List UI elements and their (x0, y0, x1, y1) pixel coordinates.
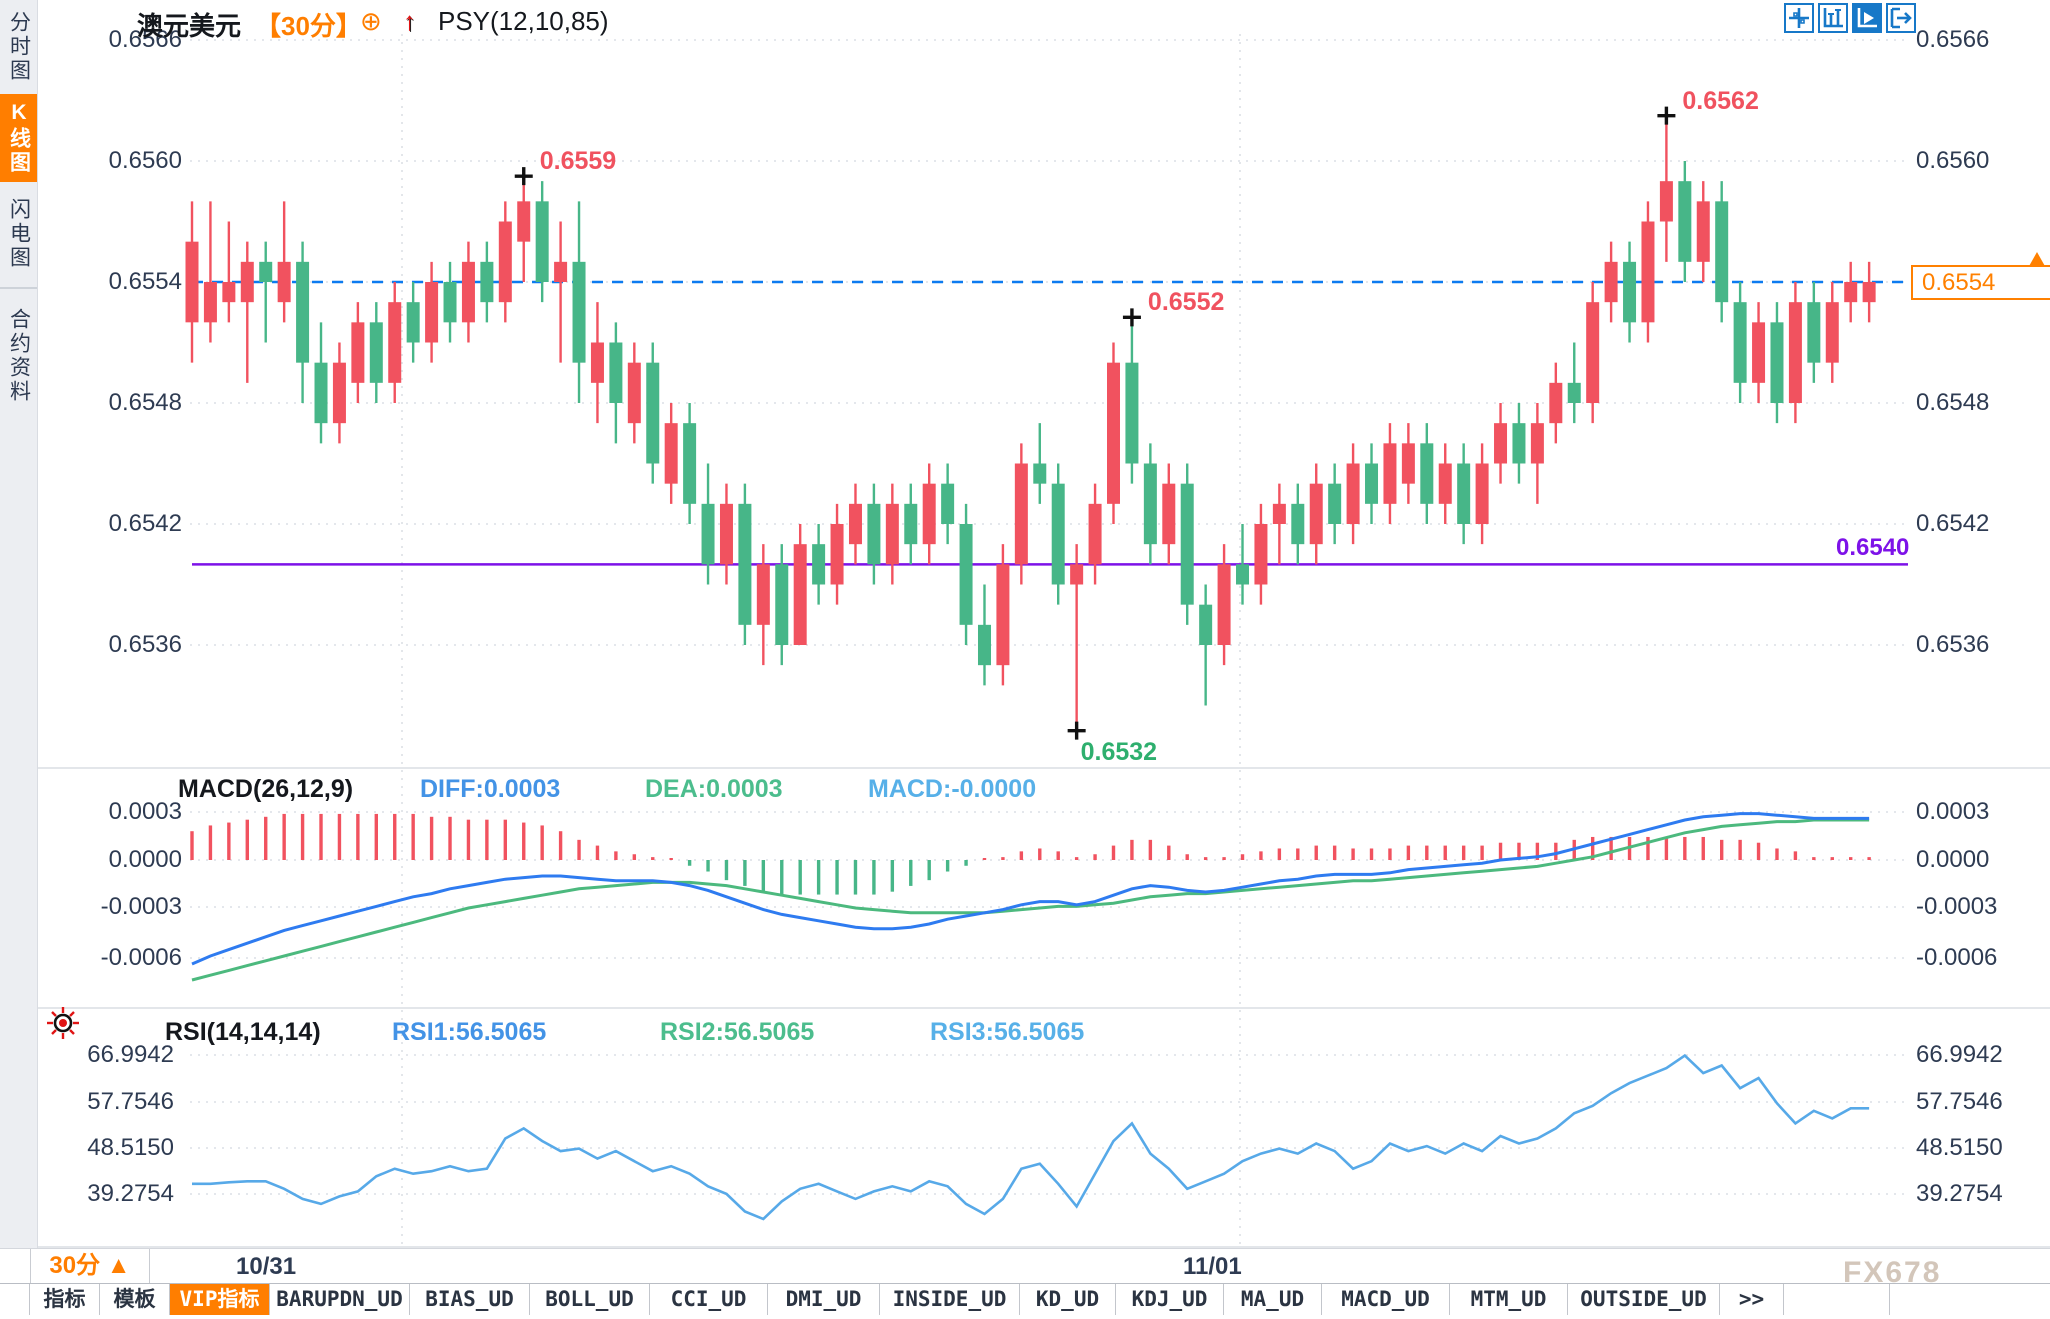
macd-axis-label: 0.0003 (1916, 798, 1990, 825)
bottom-tab-dmiud[interactable]: DMI_UD (768, 1284, 880, 1315)
support-price-label: 0.6540 (1836, 534, 1910, 561)
swing-price-annotation: 0.6532 (1080, 737, 1158, 766)
bottom-tab-spacer (1784, 1284, 1890, 1315)
price-axis-label: 0.6548 (108, 389, 182, 416)
macd-axis-label: -0.0006 (100, 944, 182, 971)
price-axis-label: 0.6560 (108, 147, 182, 174)
rsi3-value: RSI3:56.5065 (930, 1018, 1085, 1046)
date-label-1031: 10/31 (236, 1253, 297, 1280)
swing-price-annotation: 0.6552 (1147, 288, 1225, 317)
bottom-tab-outsideud[interactable]: OUTSIDE_UD (1568, 1284, 1720, 1315)
auto-scroll-icon[interactable] (1852, 3, 1882, 33)
pan-crosshair-icon[interactable] (1784, 3, 1814, 33)
chart-toolbar (1784, 3, 1916, 33)
macd-axis-label: -0.0003 (100, 893, 182, 920)
bottom-tab-kdjud[interactable]: KDJ_UD (1116, 1284, 1224, 1315)
bottom-tab-mtmud[interactable]: MTM_UD (1450, 1284, 1568, 1315)
macd-axis-label: 0.0003 (108, 798, 182, 825)
bottom-tab-vip[interactable]: VIP指标 (170, 1284, 270, 1315)
price-axis-label: 0.6560 (1916, 147, 1990, 174)
price-axis-label: 0.6536 (1916, 631, 1990, 658)
rsi-axis-label: 48.5150 (87, 1134, 174, 1161)
price-axis-label: 0.6542 (1916, 510, 1990, 537)
rsi-axis-label: 57.7546 (1916, 1088, 2003, 1115)
sidebar-tab-1[interactable]: 分时图 (7, 11, 31, 83)
price-axis-label: 0.6566 (1916, 26, 1990, 53)
price-axis-label: 0.6566 (108, 26, 182, 53)
overlay-indicator-label: PSY(12,10,85) (438, 6, 609, 36)
period-label: 30分 (49, 1252, 101, 1279)
indicator-tab-bar: 指标 模板 VIP指标 BARUPDN_UD BIAS_UD BOLL_UD CCI_UD D… (0, 1283, 2050, 1315)
rsi-axis-label: 57.7546 (87, 1088, 174, 1115)
period-tag: 【30分】 (255, 11, 362, 41)
rsi2-value: RSI2:56.5065 (660, 1018, 815, 1046)
price-axis-label: 0.6536 (108, 631, 182, 658)
macd-diff-value: DIFF:0.0003 (420, 775, 561, 803)
bottom-tab-insideud[interactable]: INSIDE_UD (880, 1284, 1020, 1315)
period-selector[interactable]: 30分 ▲ (30, 1249, 150, 1283)
macd-value: MACD:-0.0000 (868, 775, 1037, 803)
rsi-axis-label: 66.9942 (87, 1041, 174, 1068)
rsi-axis-label: 48.5150 (1916, 1134, 2003, 1161)
sidebar-divider (0, 287, 37, 289)
bottom-tab-cciud[interactable]: CCI_UD (650, 1284, 768, 1315)
rsi1-value: RSI1:56.5065 (392, 1018, 547, 1046)
detach-window-icon[interactable] (1886, 3, 1916, 33)
bottom-tab->>[interactable]: >> (1720, 1284, 1784, 1315)
tab-bar-corner (0, 1284, 30, 1315)
time-axis-strip: 30分 ▲ 10/31 11/01 (0, 1248, 2050, 1284)
sidebar-tab-3[interactable]: 闪电图 (7, 198, 31, 270)
current-price-badge: 0.6554 (1911, 265, 2050, 300)
add-indicator-icon[interactable]: ⊕ (360, 6, 382, 36)
swing-price-annotation: 0.6562 (1682, 86, 1759, 115)
sidebar-tab-4[interactable]: 合约资料 (7, 308, 31, 404)
rsi-axis-label: 39.2754 (87, 1180, 174, 1207)
bottom-tab-kdud[interactable]: KD_UD (1020, 1284, 1116, 1315)
macd-axis-label: 0.0000 (108, 846, 182, 873)
date-label-1101: 11/01 (1183, 1253, 1242, 1280)
macd-axis-label: -0.0003 (1916, 893, 1998, 920)
macd-dea-value: DEA:0.0003 (645, 775, 783, 803)
bottom-tab-maud[interactable]: MA_UD (1224, 1284, 1322, 1315)
symbol-title: 澳元美元 (137, 11, 242, 41)
chart-type-sidebar: 分时图 K线图闪电图合约资料 (0, 0, 38, 1248)
bottom-tab-bollud[interactable]: BOLL_UD (530, 1284, 650, 1315)
rsi-title: RSI(14,14,14) (165, 1018, 321, 1046)
indicator-settings-sun-icon[interactable] (44, 1004, 82, 1047)
bottom-tab-[interactable]: 模板 (100, 1284, 170, 1315)
macd-title: MACD(26,12,9) (178, 775, 354, 803)
fx678-watermark: FX678 (1843, 1256, 1942, 1289)
macd-axis-label: -0.0006 (1916, 944, 1998, 971)
price-axis-label: 0.6548 (1916, 389, 1990, 416)
bottom-tab-barupdnud[interactable]: BARUPDN_UD (270, 1284, 410, 1315)
rsi-axis-label: 66.9942 (1916, 1041, 2003, 1068)
rsi-axis-label: 39.2754 (1916, 1180, 2003, 1207)
axis-scale-icon[interactable] (1818, 3, 1848, 33)
bottom-tab-biasud[interactable]: BIAS_UD (410, 1284, 530, 1315)
swing-price-annotation: 0.6559 (539, 147, 617, 176)
period-dropdown-arrow-icon: ▲ (106, 1252, 131, 1279)
sidebar-tab-2[interactable]: K线图 (0, 94, 37, 182)
price-axis-label: 0.6554 (108, 268, 182, 295)
bottom-tab-[interactable]: 指标 (30, 1284, 100, 1315)
bottom-tab-macdud[interactable]: MACD_UD (1322, 1284, 1450, 1315)
up-arrow-icon: ↑ (403, 6, 416, 36)
price-axis-label: 0.6542 (108, 510, 182, 537)
macd-axis-label: 0.0000 (1916, 846, 1990, 873)
